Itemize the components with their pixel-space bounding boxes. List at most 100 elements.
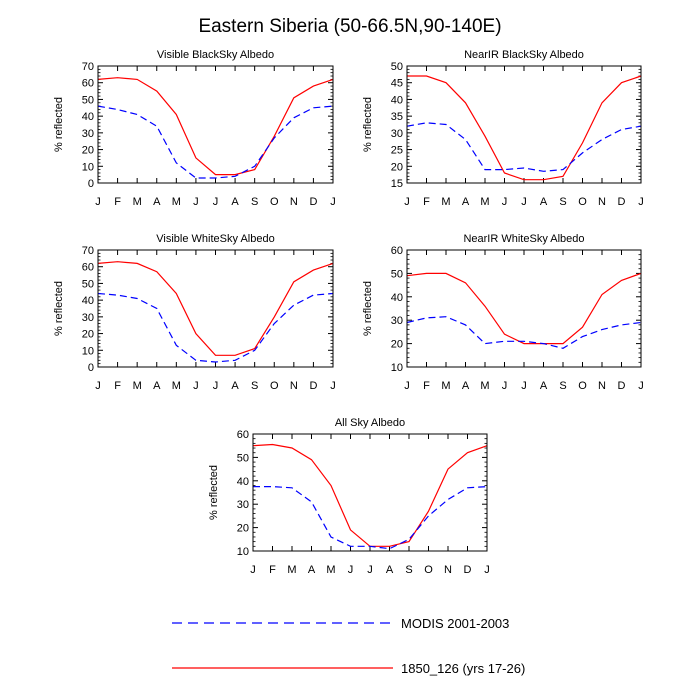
x-tick-label: J xyxy=(502,380,508,392)
plot-frame xyxy=(97,249,334,368)
x-tick-label: J xyxy=(213,196,219,208)
x-tick-label: J xyxy=(638,196,644,208)
x-tick-label: N xyxy=(290,196,298,208)
series-line-model xyxy=(407,75,642,181)
y-tick-label: 60 xyxy=(82,262,94,274)
x-tick-label: M xyxy=(133,196,142,208)
x-tick-label: J xyxy=(213,380,219,392)
chart-panel: NearIR WhiteSky Albedo % reflected 10 20 30 4… xyxy=(362,233,644,392)
series-line-model xyxy=(97,261,334,356)
x-tick-label: J xyxy=(638,380,644,392)
x-tick-label: J xyxy=(484,564,490,576)
y-tick-label: 60 xyxy=(237,429,249,441)
y-tick-label: 45 xyxy=(391,78,403,90)
x-tick-label: J xyxy=(193,196,199,208)
x-tick-label: A xyxy=(231,380,239,392)
x-tick-label: N xyxy=(598,196,606,208)
x-tick-label: A xyxy=(462,196,470,208)
x-tick-label: N xyxy=(290,380,298,392)
y-tick-label: 40 xyxy=(82,295,94,307)
y-axis-label: % reflected xyxy=(362,97,374,152)
x-tick-label: S xyxy=(251,196,258,208)
x-tick-label: S xyxy=(559,380,566,392)
x-tick-label: O xyxy=(578,196,587,208)
x-tick-label: A xyxy=(153,380,161,392)
x-tick-label: S xyxy=(405,564,412,576)
x-tick-label: F xyxy=(114,380,121,392)
y-tick-label: 20 xyxy=(82,145,94,157)
series-line-modis xyxy=(97,105,334,179)
y-axis-label: % reflected xyxy=(208,465,220,520)
plot-frame xyxy=(252,433,488,552)
x-tick-label: O xyxy=(578,380,587,392)
y-tick-label: 40 xyxy=(237,476,249,488)
x-tick-label: D xyxy=(464,564,472,576)
legend-label: MODIS 2001-2003 xyxy=(401,616,509,631)
series-line-modis xyxy=(406,122,642,172)
x-tick-label: M xyxy=(172,380,181,392)
y-tick-label: 20 xyxy=(237,523,249,535)
series-line-model xyxy=(406,272,642,345)
y-axis-label: % reflected xyxy=(53,97,65,152)
x-tick-label: A xyxy=(540,196,548,208)
chart-panel: Visible WhiteSky Albedo % reflected 0 10 20 3… xyxy=(53,233,336,392)
x-tick-label: J xyxy=(404,380,410,392)
x-tick-label: J xyxy=(95,196,101,208)
y-tick-label: 40 xyxy=(391,94,403,106)
panel-title: NearIR BlackSky Albedo xyxy=(464,49,584,61)
x-tick-label: M xyxy=(441,380,450,392)
y-tick-label: 10 xyxy=(82,345,94,357)
x-tick-label: J xyxy=(193,380,199,392)
x-tick-label: A xyxy=(153,196,161,208)
panel-title: Visible BlackSky Albedo xyxy=(157,49,274,61)
x-tick-label: F xyxy=(423,196,430,208)
panel-title: Visible WhiteSky Albedo xyxy=(156,233,274,245)
series-line-model xyxy=(252,443,488,547)
panel-title: All Sky Albedo xyxy=(335,417,405,429)
chart-panel: NearIR BlackSky Albedo % reflected 15 20 25 3… xyxy=(362,49,644,208)
y-tick-label: 15 xyxy=(391,178,403,190)
x-tick-label: M xyxy=(326,564,335,576)
plot-frame xyxy=(97,65,334,184)
y-tick-label: 50 xyxy=(391,61,403,73)
y-tick-label: 10 xyxy=(237,546,249,558)
x-tick-label: S xyxy=(559,196,566,208)
figure-title: Eastern Siberia (50-66.5N,90-140E) xyxy=(198,16,501,37)
y-tick-label: 70 xyxy=(82,245,94,257)
series-line-modis xyxy=(97,292,334,363)
y-axis-label: % reflected xyxy=(53,281,65,336)
x-tick-label: M xyxy=(172,196,181,208)
x-tick-label: J xyxy=(95,380,101,392)
x-tick-label: D xyxy=(618,380,626,392)
x-tick-label: M xyxy=(480,380,489,392)
series-line-modis xyxy=(406,316,642,349)
legend-label: 1850_126 (yrs 17-26) xyxy=(401,661,525,676)
y-tick-label: 30 xyxy=(391,315,403,327)
y-tick-label: 30 xyxy=(391,128,403,140)
chart-panel: Visible BlackSky Albedo % reflected 0 10 20 3… xyxy=(53,49,336,208)
x-tick-label: F xyxy=(114,196,121,208)
y-tick-label: 30 xyxy=(237,499,249,511)
y-tick-label: 30 xyxy=(82,312,94,324)
y-tick-label: 35 xyxy=(391,111,403,123)
x-tick-label: J xyxy=(348,564,354,576)
y-tick-label: 40 xyxy=(82,111,94,123)
y-tick-label: 0 xyxy=(88,178,94,190)
legend: MODIS 2001-2003 1850_126 (yrs 17-26) xyxy=(172,616,525,676)
y-tick-label: 20 xyxy=(82,329,94,341)
x-tick-label: O xyxy=(270,380,279,392)
x-tick-label: N xyxy=(598,380,606,392)
x-tick-label: D xyxy=(309,196,317,208)
y-tick-label: 60 xyxy=(391,245,403,257)
x-tick-label: M xyxy=(480,196,489,208)
panel-title: NearIR WhiteSky Albedo xyxy=(463,233,584,245)
x-tick-label: J xyxy=(330,196,336,208)
y-tick-label: 50 xyxy=(391,268,403,280)
x-tick-label: A xyxy=(540,380,548,392)
x-tick-label: J xyxy=(521,380,527,392)
x-tick-label: J xyxy=(330,380,336,392)
x-tick-label: A xyxy=(386,564,394,576)
x-tick-label: D xyxy=(618,196,626,208)
